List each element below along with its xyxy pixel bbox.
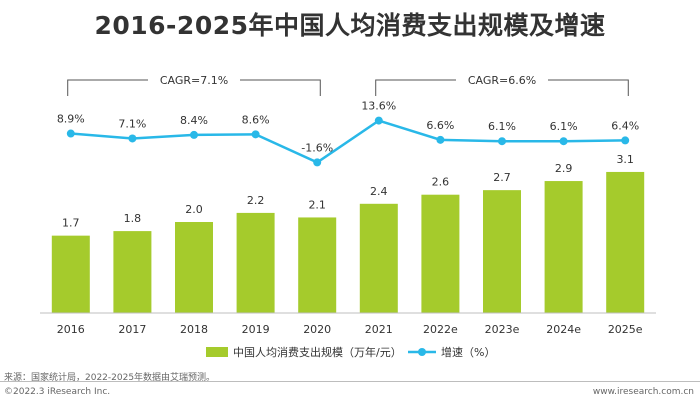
x-tick-2018: 2018 [180, 323, 208, 336]
source-note: 来源：国家统计局，2022-2025年数据由艾瑞预测。 [4, 373, 216, 383]
growth-point-2025e [621, 136, 630, 145]
legend-bar-swatch [206, 347, 228, 357]
x-tick-2023e: 2023e [485, 323, 520, 336]
growth-label-2021: 13.6% [361, 100, 396, 113]
x-tick-2020: 2020 [303, 323, 331, 336]
x-tick-2021: 2021 [365, 323, 393, 336]
chart-title: 2016-2025年中国人均消费支出规模及增速 [94, 11, 606, 40]
bar-label-2025e: 3.1 [616, 153, 634, 166]
bar-2020 [298, 217, 337, 313]
x-tick-2024e: 2024e [546, 323, 581, 336]
bar-2025e [606, 171, 645, 313]
legend-line-marker [418, 348, 426, 356]
growth-line [70, 119, 626, 164]
bar-label-2023e: 2.7 [493, 171, 511, 184]
bar-label-2020: 2.1 [308, 198, 326, 211]
growth-point-2023e [498, 137, 506, 146]
growth-label-2024e: 6.1% [550, 120, 578, 133]
x-tick-2025e: 2025e [608, 323, 643, 336]
x-tick-2016: 2016 [57, 323, 85, 336]
growth-point-2020 [313, 158, 322, 167]
bar-label-2024e: 2.9 [555, 162, 573, 175]
bar-2022e [421, 194, 460, 313]
cagr-label-2: CAGR=6.6% [468, 74, 536, 87]
bar-2024e [544, 181, 583, 313]
bar-2018 [175, 222, 213, 313]
legend-line-label: 增速（%） [441, 345, 495, 359]
cagr-label-1: CAGR=7.1% [160, 74, 228, 87]
bar-label-2018: 2.0 [185, 203, 203, 216]
bar-2016 [51, 235, 90, 313]
bar-label-2017: 1.8 [124, 212, 142, 225]
growth-label-2016: 8.9% [57, 113, 85, 126]
bar-label-2021: 2.4 [370, 185, 388, 198]
x-tick-2017: 2017 [118, 323, 146, 336]
footer-divider [0, 381, 700, 382]
bar-label-2022e: 2.6 [432, 176, 450, 189]
copyright: ©2022.3 iResearch Inc. [4, 387, 111, 397]
growth-label-2017: 7.1% [118, 117, 146, 130]
growth-point-2021 [374, 116, 383, 125]
bar-2017 [113, 231, 152, 313]
x-tick-2019: 2019 [242, 323, 270, 336]
growth-point-2017 [128, 134, 137, 143]
bar-series [51, 171, 645, 313]
bar-value-labels: 1.7 1.8 2.0 2.2 2.1 2.4 2.6 2.7 2.9 3.1 [62, 153, 634, 230]
growth-value-labels: 8.9% 7.1% 8.4% 8.6% -1.6% 13.6% 6.6% 6.1% 6.1% 6.… [57, 100, 639, 155]
cagr-bracket-1: CAGR=7.1% [67, 74, 321, 96]
legend-bar-label: 中国人均消费支出规模（万年/元） [233, 345, 402, 359]
bar-2021 [359, 203, 398, 313]
legend: 中国人均消费支出规模（万年/元） 增速（%） [206, 345, 495, 359]
growth-point-2019 [251, 130, 260, 139]
bar-2023e [483, 190, 521, 313]
cagr-bracket-2: CAGR=6.6% [375, 74, 629, 96]
growth-point-2016 [66, 129, 75, 138]
growth-label-2023e: 6.1% [488, 120, 516, 133]
growth-label-2018: 8.4% [180, 114, 208, 127]
growth-label-2020: -1.6% [301, 141, 333, 154]
x-tick-2022e: 2022e [423, 323, 458, 336]
growth-line-series [66, 116, 630, 167]
bar-label-2019: 2.2 [247, 194, 265, 207]
growth-point-2024e [559, 137, 568, 146]
bar-label-2016: 1.7 [62, 217, 80, 230]
growth-label-2022e: 6.6% [426, 119, 454, 132]
x-tick-labels: 2016 2017 2018 2019 2020 2021 2022e 2023e 2024e 2… [57, 323, 643, 336]
website: www.iresearch.com.cn [592, 387, 694, 397]
growth-label-2025e: 6.4% [611, 119, 639, 132]
cagr-brackets: CAGR=7.1% CAGR=6.6% [67, 74, 629, 96]
growth-label-2019: 8.6% [242, 113, 270, 126]
growth-point-2022e [436, 135, 445, 144]
growth-point-2018 [190, 130, 198, 139]
bar-2019 [236, 212, 275, 313]
